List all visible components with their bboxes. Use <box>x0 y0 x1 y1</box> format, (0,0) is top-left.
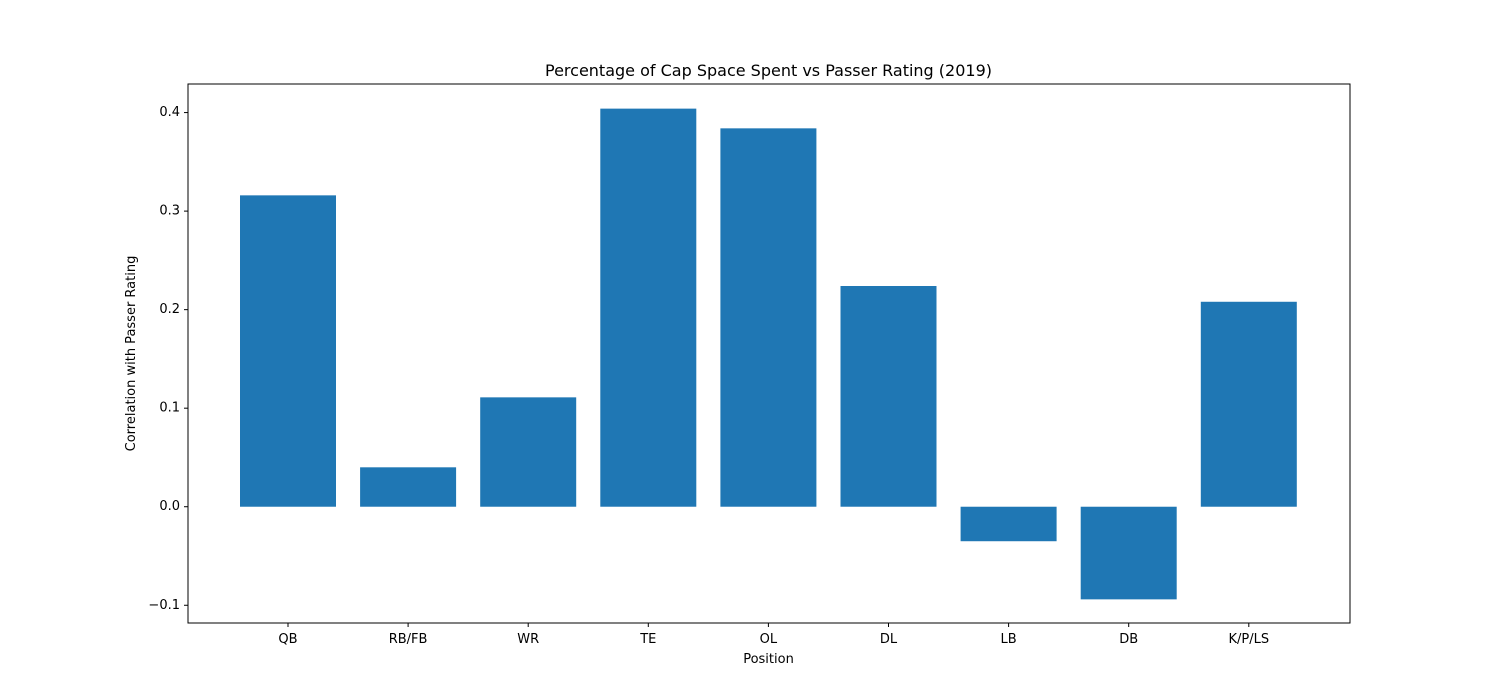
bar-lb <box>960 506 1057 542</box>
y-axis-label: Correlation with Passer Rating <box>124 256 139 452</box>
bar-k-p-ls <box>1200 301 1297 507</box>
bar-wr <box>480 397 577 507</box>
bar-db <box>1080 506 1177 600</box>
y-tick-label: 0.1 <box>159 401 180 416</box>
y-tick-label: −0.1 <box>148 598 180 613</box>
x-tick-label: WR <box>517 632 539 647</box>
x-tick-label: TE <box>639 632 656 647</box>
x-tick-label: K/P/LS <box>1228 632 1269 647</box>
x-tick-label: DB <box>1119 632 1138 647</box>
bars-layer <box>240 108 1297 600</box>
x-tick-label: QB <box>278 632 297 647</box>
y-tick-label: 0.3 <box>159 204 180 219</box>
bar-rb-fb <box>360 467 457 507</box>
x-tick-label: DL <box>880 632 898 647</box>
bar-te <box>600 108 697 507</box>
x-tick-label: RB/FB <box>389 632 428 647</box>
bar-ol <box>720 128 817 507</box>
x-tick-label: OL <box>760 632 778 647</box>
bar-dl <box>840 286 937 507</box>
chart-title: Percentage of Cap Space Spent vs Passer … <box>545 61 992 80</box>
x-axis-label: Position <box>743 652 794 667</box>
bar-qb <box>240 195 336 507</box>
y-tick-label: 0.4 <box>159 105 180 120</box>
ticks-layer: QB RB/FB WR TE OL DL LB DB K/P/LS −0.1 0.0 0.1 0.2 0.… <box>148 105 1269 647</box>
x-tick-label: LB <box>1001 632 1017 647</box>
y-tick-label: 0.2 <box>159 302 180 317</box>
plot-area-frame <box>187 83 1351 624</box>
y-tick-label: 0.0 <box>159 499 180 514</box>
